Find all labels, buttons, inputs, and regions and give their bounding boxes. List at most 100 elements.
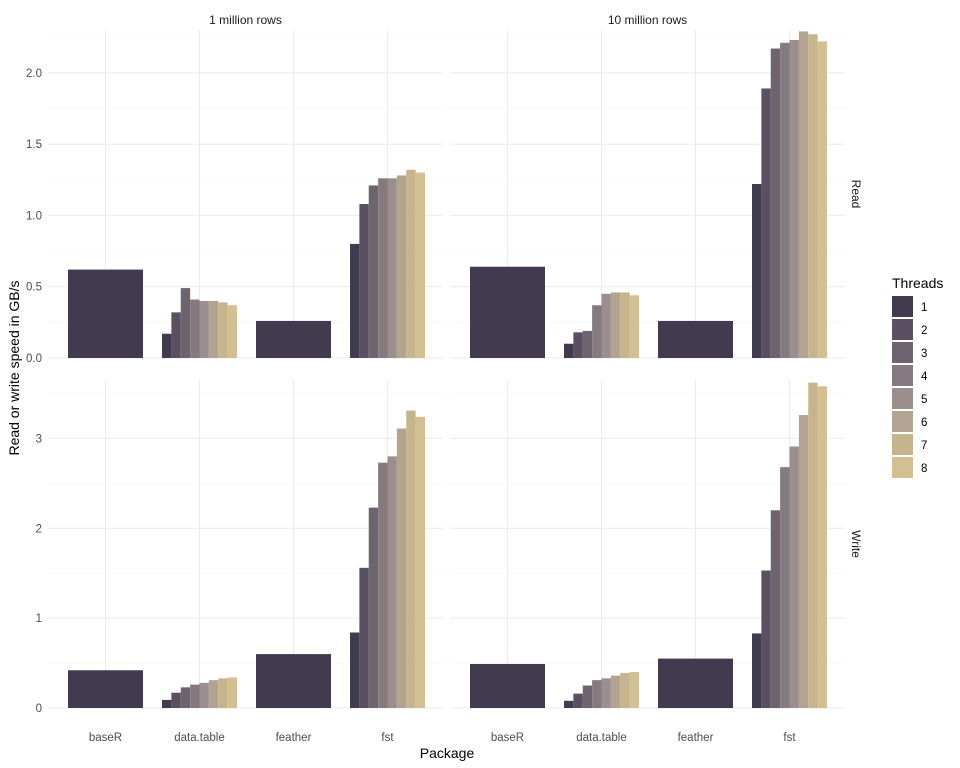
y-tick-label: 2.0 <box>26 68 42 80</box>
bar-fst-threads-4 <box>780 42 790 359</box>
bar-data-table-threads-5 <box>199 682 209 708</box>
legend-key-3 <box>892 342 913 363</box>
bar-data-table-threads-8 <box>227 305 237 358</box>
legend: Threads 1 2 3 4 5 6 7 8 <box>892 275 943 478</box>
bar-fst-threads-6 <box>798 415 809 708</box>
bar-data-table-threads-7 <box>218 302 228 358</box>
bar-fst-threads-8 <box>415 172 425 358</box>
bar-fst-threads-3 <box>770 48 781 359</box>
chart-panels: 1 million rows 10 million rows Read Write 0.… <box>26 13 863 744</box>
bar-fst-threads-5 <box>789 39 799 359</box>
legend-key-7 <box>892 434 913 455</box>
bar-data-table-threads-4 <box>592 680 602 708</box>
y-tick-label: 1 <box>36 613 42 625</box>
bar-data-table-threads-3 <box>180 687 191 708</box>
legend-label-5: 5 <box>921 394 927 406</box>
panel-10-million-rows-read <box>450 30 845 359</box>
bar-fst-threads-1 <box>350 243 360 358</box>
bar-fst-threads-6 <box>396 175 407 358</box>
bar-data-table-threads-2 <box>171 692 181 708</box>
y-tick-label: 1.5 <box>26 139 42 151</box>
y-axis-title: Read or write speed in GB/s <box>6 280 22 455</box>
panel-1-million-rows-write: 0 1 2 3 baseR data.table feather fst <box>36 380 443 744</box>
bar-fst-threads-7 <box>808 382 818 708</box>
bar-data-table-threads-5 <box>601 293 611 358</box>
x-tick-label: baseR <box>491 732 524 744</box>
legend-label-6: 6 <box>921 417 927 429</box>
strip-label-1-million-rows: 1 million rows <box>209 13 282 27</box>
bar-fst-threads-8 <box>817 41 827 359</box>
y-tick-label: 0.5 <box>26 282 42 294</box>
x-axis-title: Package <box>420 745 475 761</box>
x-tick-label: feather <box>276 732 312 744</box>
panel-10-million-rows-write: baseR data.table feather fst <box>450 380 845 744</box>
bar-fst-threads-5 <box>387 456 397 708</box>
legend-title: Threads <box>892 275 943 291</box>
x-tick-label: baseR <box>89 732 122 744</box>
bar-data-table-threads-3 <box>582 685 593 708</box>
bar-fst-threads-7 <box>808 34 818 358</box>
bar-data-table-threads-3 <box>582 330 593 358</box>
y-tick-label: 1.0 <box>26 210 42 222</box>
bar-data-table-threads-7 <box>620 672 630 708</box>
bar-data-table-threads-5 <box>601 678 611 708</box>
bar-data-table-threads-3 <box>180 288 191 358</box>
bar-fst-threads-4 <box>378 462 388 708</box>
bar-data-table-threads-1 <box>564 343 574 358</box>
bar-baser-threads-1 <box>470 663 545 708</box>
legend-label-3: 3 <box>921 348 927 360</box>
x-tick-label: fst <box>783 732 796 744</box>
bar-baser-threads-1 <box>470 266 545 358</box>
bar-fst-threads-3 <box>368 185 379 358</box>
bar-fst-threads-2 <box>359 567 369 708</box>
legend-label-7: 7 <box>921 440 927 452</box>
bar-data-table-threads-8 <box>629 672 639 708</box>
bar-fst-threads-1 <box>752 633 762 708</box>
bar-fst-threads-4 <box>780 467 790 708</box>
y-tick-label: 0.0 <box>26 353 42 365</box>
bar-feather-threads-1 <box>256 320 331 358</box>
y-tick-label: 3 <box>36 433 42 445</box>
bar-feather-threads-1 <box>658 658 733 708</box>
bar-fst-threads-6 <box>396 428 407 708</box>
legend-label-4: 4 <box>921 371 928 383</box>
bar-fst-threads-5 <box>387 178 397 358</box>
bar-data-table-threads-2 <box>171 312 181 358</box>
strip-label-read: Read <box>849 180 863 209</box>
bar-fst-threads-4 <box>378 178 388 358</box>
bar-data-table-threads-4 <box>190 299 200 358</box>
bar-fst-threads-7 <box>406 410 416 708</box>
bar-baser-threads-1 <box>68 269 143 358</box>
bar-fst-threads-2 <box>761 570 771 708</box>
bar-data-table-threads-7 <box>218 678 228 708</box>
bar-feather-threads-1 <box>256 654 331 708</box>
bar-data-table-threads-1 <box>564 700 574 708</box>
legend-label-1: 1 <box>921 302 927 314</box>
bar-fst-threads-2 <box>359 203 369 358</box>
bar-fst-threads-8 <box>817 386 827 708</box>
bar-data-table-threads-6 <box>610 292 621 358</box>
bar-baser-threads-1 <box>68 670 143 708</box>
bar-data-table-threads-6 <box>610 675 621 708</box>
strip-label-10-million-rows: 10 million rows <box>608 13 687 27</box>
legend-label-8: 8 <box>921 463 927 475</box>
panel-1-million-rows-read: 0.0 0.5 1.0 1.5 2.0 <box>26 30 443 365</box>
bar-data-table-threads-5 <box>199 300 209 358</box>
bar-fst-threads-6 <box>798 31 809 358</box>
legend-key-8 <box>892 457 913 478</box>
bar-fst-threads-7 <box>406 169 416 358</box>
bar-data-table-threads-2 <box>573 332 583 358</box>
x-tick-label: fst <box>381 732 394 744</box>
x-tick-label: feather <box>678 732 714 744</box>
legend-label-2: 2 <box>921 325 927 337</box>
bar-data-table-threads-6 <box>208 300 219 358</box>
legend-key-5 <box>892 388 913 409</box>
strip-label-write: Write <box>849 530 863 558</box>
bar-data-table-threads-8 <box>629 295 639 358</box>
legend-key-2 <box>892 319 913 340</box>
bar-data-table-threads-1 <box>162 333 172 358</box>
bar-data-table-threads-1 <box>162 699 172 708</box>
bar-feather-threads-1 <box>658 320 733 358</box>
bar-data-table-threads-6 <box>208 680 219 708</box>
